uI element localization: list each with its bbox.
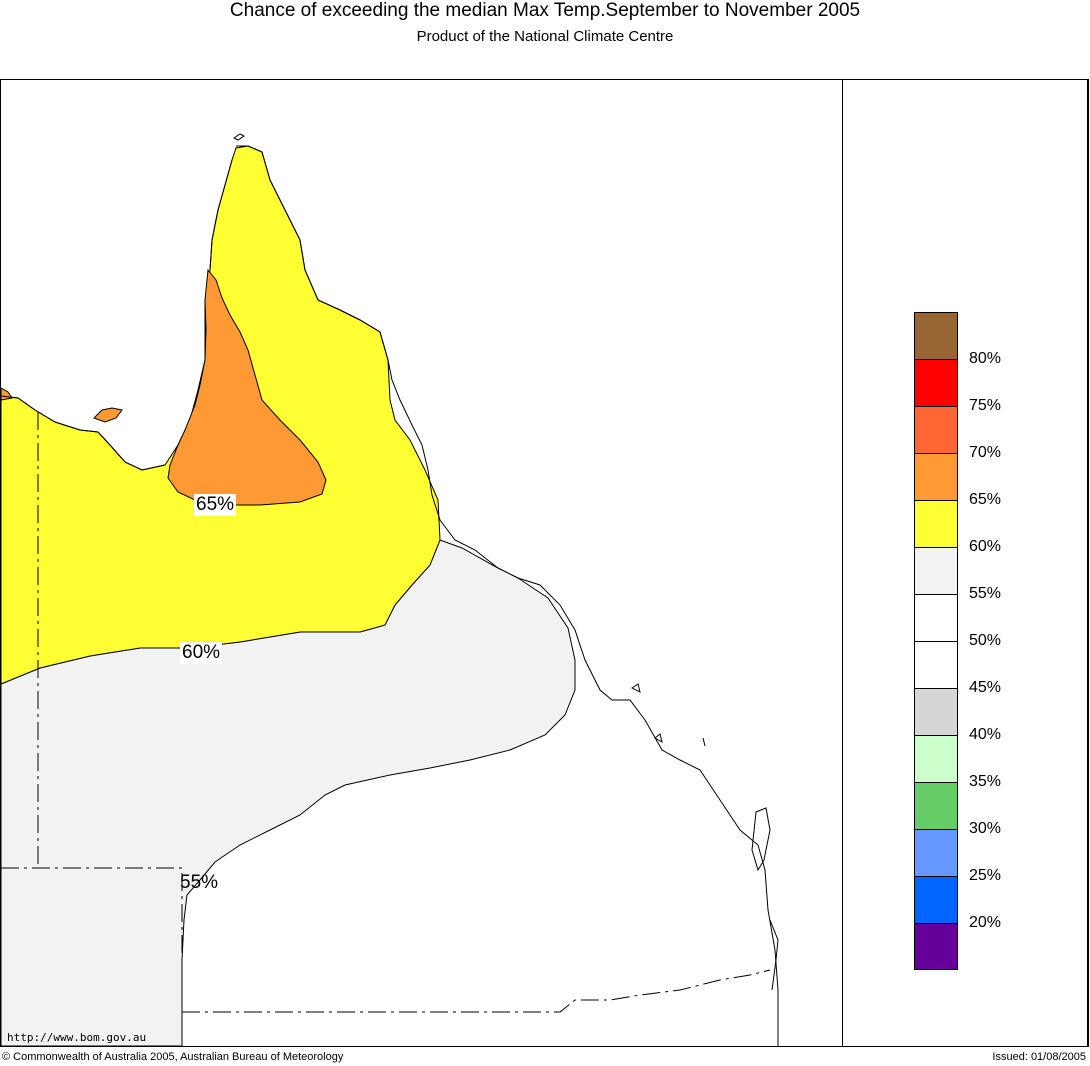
coastline-cape-tip (209, 159, 233, 271)
legend-swatch (914, 547, 958, 594)
legend-label: 60% (969, 538, 1002, 555)
coastline-south (769, 919, 779, 991)
legend-swatch (914, 688, 958, 735)
legend-swatch (914, 876, 958, 923)
legend-label: 70% (969, 444, 1002, 461)
legend-label: 75% (969, 397, 1002, 414)
contour-label-60: 60% (180, 642, 223, 664)
legend-swatch (914, 641, 958, 688)
legend-swatch (914, 312, 958, 359)
legend-swatch (914, 735, 958, 782)
border-sa-qld (1, 867, 183, 1012)
source-url: http://www.bom.gov.au (7, 1031, 147, 1044)
legend-swatch (914, 829, 958, 876)
legend-swatch (914, 406, 958, 453)
coastline-gulf (0, 395, 166, 471)
legend-label: 20% (969, 914, 1002, 931)
map-border (0, 79, 1089, 1047)
legend-swatch (914, 782, 958, 829)
legend-swatch (914, 594, 958, 641)
contour-label-65: 65% (194, 494, 237, 516)
legend-label: 65% (969, 491, 1002, 508)
island-fraser (751, 807, 771, 872)
map-subtitle: Product of the National Climate Centre (416, 28, 674, 45)
legend-swatch (914, 359, 958, 406)
legend-swatch (914, 923, 958, 970)
map-title: Chance of exceeding the median Max Temp.… (229, 0, 861, 21)
border-qld-nsw (182, 969, 771, 1013)
legend-label: 25% (969, 867, 1002, 884)
coastline-east (236, 145, 779, 1046)
legend-label: 55% (969, 585, 1002, 602)
legend-label: 35% (969, 773, 1002, 790)
coastline-top-islet (233, 133, 245, 141)
region-65-plus (167, 268, 327, 506)
islands-whitsunday (631, 683, 706, 747)
legend-label: 50% (969, 632, 1002, 649)
legend-swatch (914, 500, 958, 547)
contour-label-55: 55% (180, 872, 219, 893)
copyright-notice: © Commonwealth of Australia 2005, Austra… (2, 1051, 344, 1063)
legend-swatch (914, 453, 958, 500)
legend-label: 30% (969, 820, 1002, 837)
legend-label: 45% (969, 679, 1002, 696)
issued-date: Issued: 01/08/2005 (992, 1051, 1086, 1063)
island-mornington (93, 407, 123, 423)
legend-label: 40% (969, 726, 1002, 743)
legend-label: 80% (969, 350, 1002, 367)
